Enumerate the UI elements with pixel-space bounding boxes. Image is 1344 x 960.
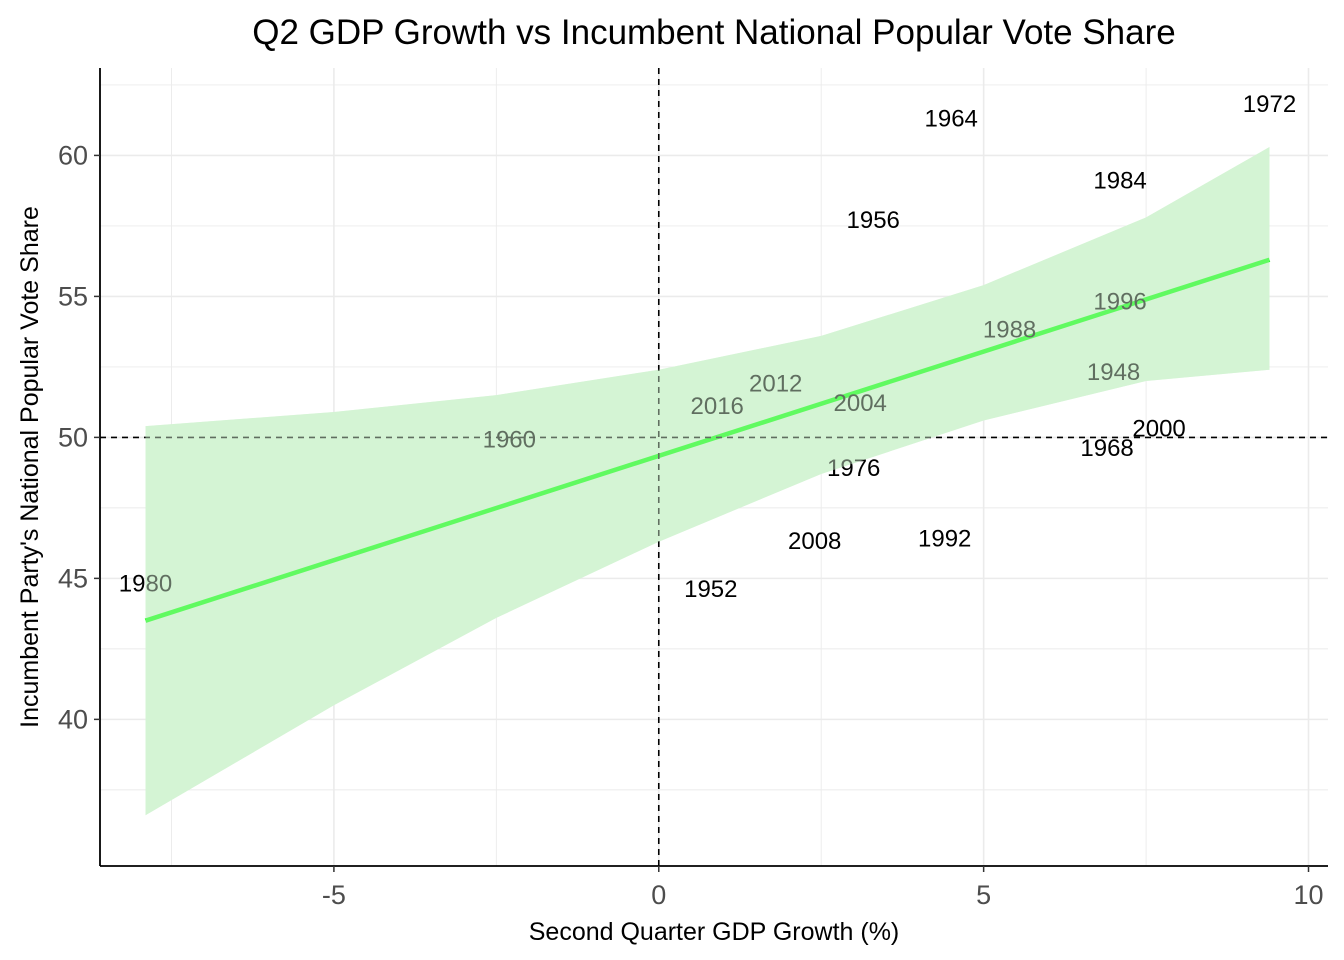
point-label-1956: 1956	[847, 207, 900, 234]
point-label-1984: 1984	[1093, 167, 1146, 194]
reference-lines	[100, 68, 1328, 866]
point-label-1968: 1968	[1080, 435, 1133, 462]
confidence-band-overlay	[145, 147, 1270, 816]
y-tick-label: 45	[58, 563, 88, 593]
y-axis-title: Incumbent Party's National Popular Vote …	[16, 206, 44, 728]
x-tick-label: -5	[322, 880, 346, 910]
y-tick-label: 40	[58, 704, 88, 734]
point-label-1992: 1992	[918, 525, 971, 552]
point-label-1996: 1996	[1093, 289, 1146, 316]
point-label-2004: 2004	[834, 390, 887, 417]
point-label-1976: 1976	[827, 455, 880, 482]
confidence-band-layer	[145, 147, 1270, 816]
x-tick-label: 5	[976, 880, 991, 910]
point-label-1948: 1948	[1087, 359, 1140, 386]
chart-title: Q2 GDP Growth vs Incumbent National Popu…	[252, 13, 1175, 52]
point-label-1980: 1980	[119, 571, 172, 598]
confidence-band	[145, 147, 1270, 816]
point-label-2012: 2012	[749, 370, 802, 397]
x-axis-title: Second Quarter GDP Growth (%)	[529, 918, 900, 946]
point-label-1972: 1972	[1243, 91, 1296, 118]
point-label-1960: 1960	[483, 427, 536, 454]
point-label-1952: 1952	[684, 576, 737, 603]
point-label-2016: 2016	[691, 393, 744, 420]
point-label-1988: 1988	[983, 317, 1036, 344]
tick-labels: -5 0 5 10 40 45 50 55 60	[58, 140, 1324, 910]
point-label-1964: 1964	[925, 105, 978, 132]
y-tick-label: 60	[58, 140, 88, 170]
point-label-2000: 2000	[1132, 415, 1185, 442]
x-tick-label: 0	[651, 880, 666, 910]
point-label-2008: 2008	[788, 528, 841, 555]
fit-line-layer	[144, 257, 1271, 623]
y-tick-label: 55	[58, 281, 88, 311]
point-labels: 1948 1952 1956 1960 1964 1968 1972 1976 1980 1984…	[119, 91, 1296, 816]
axes	[99, 68, 1328, 867]
fit-line	[144, 257, 1271, 623]
x-tick-label: 10	[1293, 880, 1323, 910]
y-tick-label: 50	[58, 422, 88, 452]
